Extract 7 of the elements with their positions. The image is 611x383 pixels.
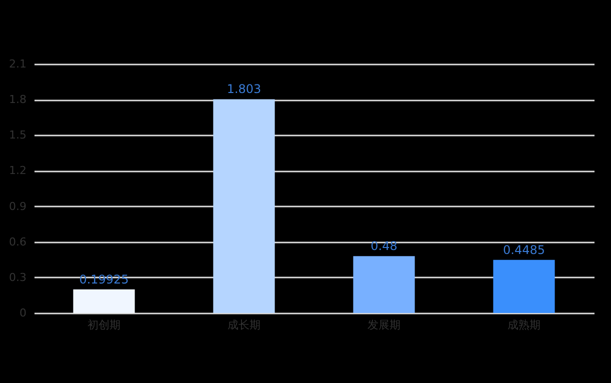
data-label: 0.4485 (503, 242, 545, 257)
bar (213, 99, 275, 313)
data-label: 0.48 (370, 239, 398, 254)
bar (73, 289, 135, 313)
data-label: 1.803 (226, 82, 262, 96)
bar (353, 256, 415, 313)
bar (493, 260, 555, 313)
